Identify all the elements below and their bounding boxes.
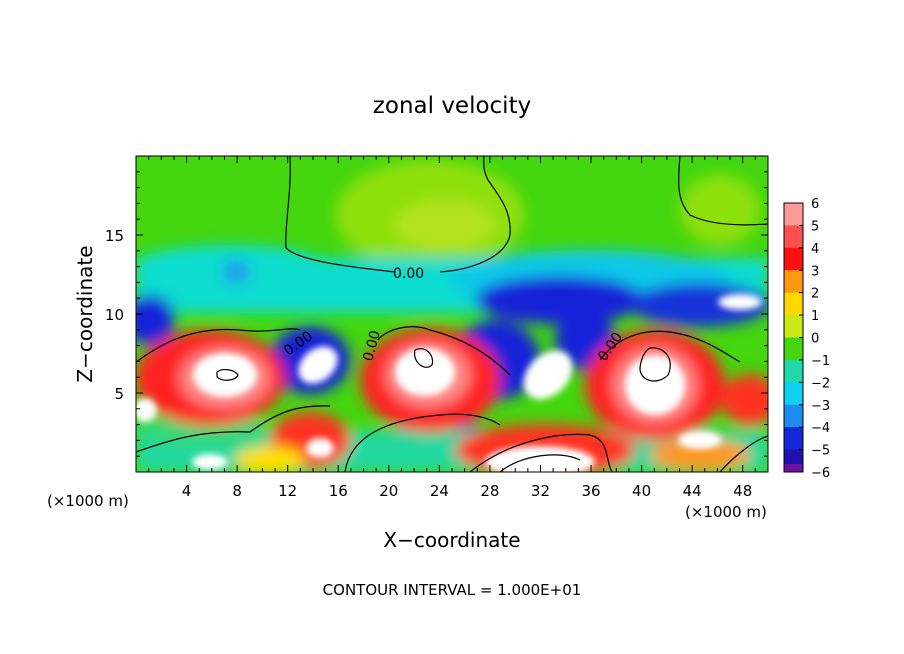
x-tick-label: 36: [581, 482, 600, 500]
y-axis-label: Z−coordinate: [73, 245, 97, 382]
field-region: [192, 454, 228, 470]
colorbar-band: [784, 270, 803, 294]
contour-line: [499, 454, 581, 472]
field-region: [650, 439, 750, 471]
field-region: [475, 276, 645, 324]
contour-line: [413, 348, 434, 368]
contour-line: [599, 330, 741, 363]
colorbar-band: [784, 315, 803, 338]
x-tick-label: 28: [480, 482, 499, 500]
contour-interval-note: CONTOUR INTERVAL = 1.000E+01: [323, 581, 582, 599]
x-tick-label: 44: [683, 482, 702, 500]
contour-line: [439, 156, 511, 273]
contour-line: [719, 435, 768, 472]
colorbar: 6 5 4 3 2 1 0 −1 −2 −3 −4 −5 −6: [783, 197, 830, 481]
x-tick-label: 24: [430, 482, 449, 500]
x-axis: 4 8 12 16 20 24 28 32 36 40 44 48: [148, 156, 756, 500]
colorbar-band: [784, 203, 803, 226]
x-tick-label: 4: [182, 482, 192, 500]
x-axis-label: X−coordinate: [383, 528, 520, 552]
contour-label: 0.00: [393, 266, 424, 282]
x-tick-label: 16: [329, 482, 348, 500]
field-region: [395, 200, 495, 250]
colorbar-band: [784, 247, 803, 271]
x-tick-label: 32: [531, 482, 550, 500]
x-unit-left: (×1000 m): [47, 492, 129, 510]
colorbar-band: [784, 404, 803, 428]
colorbar-tick-label: −3: [811, 399, 830, 414]
field-region: [235, 446, 305, 472]
x-tick-label: 40: [632, 482, 651, 500]
contour-line: [469, 433, 613, 472]
field-region: [193, 353, 257, 397]
x-tick-label: 48: [733, 482, 752, 500]
colorbar-band: [784, 292, 803, 316]
saturated-cores: [136, 294, 762, 472]
contour-line: [216, 369, 239, 381]
colorbar-band: [784, 382, 803, 406]
contour-line: [677, 156, 768, 226]
contour-lines: [136, 156, 768, 472]
field-region: [395, 348, 455, 396]
field-region: [680, 175, 760, 245]
field-region: [722, 374, 768, 426]
plot-area: 0.00 0.00 0.00 0.00: [136, 156, 768, 472]
field-region: [625, 355, 685, 415]
colorbar-tick-label: 0: [811, 332, 819, 347]
contour-line: [136, 328, 301, 363]
colorbar-tick-label: −4: [811, 421, 830, 436]
field-region: [298, 346, 338, 384]
colorbar-band: [784, 225, 803, 249]
field-region: [306, 438, 334, 458]
colorbar-tick-label: 1: [811, 309, 819, 324]
field-region: [136, 295, 175, 345]
colorbar-tick-label: 6: [811, 197, 819, 212]
field-region: [485, 446, 595, 472]
colorbar-tick-label: 3: [811, 264, 819, 279]
chart-title: zonal velocity: [373, 93, 531, 119]
colorbar-tick-label: −6: [811, 466, 830, 481]
x-tick-label: 8: [232, 482, 242, 500]
y-tick-label: 15: [105, 227, 124, 245]
field-region: [630, 283, 768, 327]
contour-line: [639, 347, 671, 382]
colorbar-band: [784, 464, 803, 472]
contour-line: [136, 405, 331, 453]
field-region: [222, 260, 250, 284]
colorbar-tick-label: 5: [811, 219, 819, 234]
field-region: [678, 431, 722, 449]
colorbar-tick-label: −5: [811, 444, 830, 459]
colorbar-band: [784, 337, 803, 361]
colorbar-tick-label: −2: [811, 376, 830, 391]
field-region: [523, 350, 573, 400]
contour-line: [344, 413, 501, 472]
y-tick-label: 10: [105, 306, 124, 324]
colorbar-tick-label: 4: [811, 242, 819, 257]
field-region: [718, 294, 762, 310]
colorbar-band: [784, 427, 803, 451]
contour-line: [377, 326, 511, 376]
field-region: [136, 398, 157, 422]
colorbar-tick-label: −1: [811, 354, 830, 369]
colorbar-tick-label: 2: [811, 287, 819, 302]
x-unit-right: (×1000 m): [685, 503, 767, 521]
contour-label: 0.00: [360, 329, 384, 363]
x-tick-label: 20: [379, 482, 398, 500]
colorbar-band: [784, 359, 803, 383]
y-axis: 5 10 15: [105, 171, 768, 457]
contour-line: [285, 156, 396, 273]
y-tick-label: 5: [114, 385, 124, 403]
x-tick-label: 12: [278, 482, 297, 500]
